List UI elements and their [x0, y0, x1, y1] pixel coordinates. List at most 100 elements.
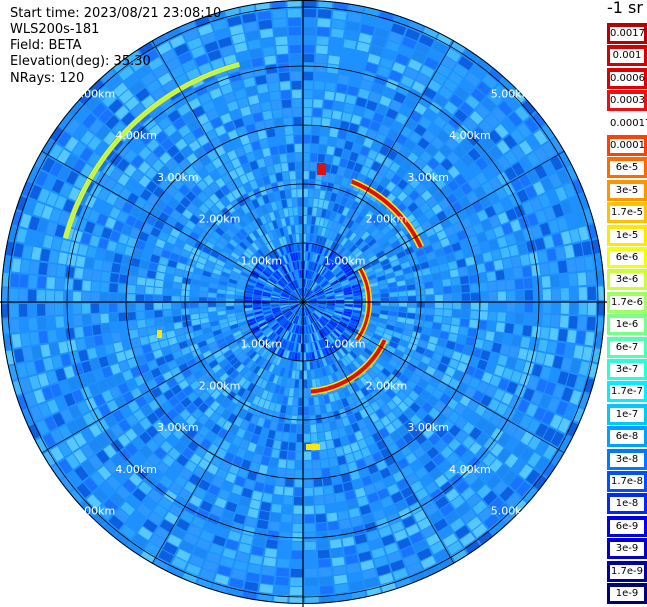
range-gate [474, 404, 487, 417]
range-gate [136, 64, 151, 79]
range-gate [291, 324, 296, 333]
range-gate [349, 580, 364, 592]
range-gate [98, 404, 111, 417]
range-gate [271, 261, 279, 270]
range-gate [262, 307, 271, 311]
range-gate [237, 317, 246, 324]
range-gate [294, 216, 299, 225]
range-gate [332, 110, 342, 120]
range-gate [154, 287, 163, 295]
range-gate [109, 293, 118, 302]
range-gate [243, 431, 253, 442]
range-gate [329, 37, 343, 47]
range-gate [432, 352, 443, 362]
range-gate [260, 348, 268, 358]
range-gate [299, 307, 302, 316]
range-gate [82, 314, 92, 326]
range-gate [388, 254, 398, 263]
range-gate [307, 280, 312, 288]
range-gate [438, 556, 454, 571]
range-gate [549, 137, 564, 154]
range-label: 3.00km [407, 171, 449, 184]
range-gate [190, 296, 199, 302]
range-gate [273, 210, 280, 220]
range-gate [363, 221, 373, 231]
range-gate [258, 19, 273, 30]
range-gate [282, 349, 288, 359]
range-gate [203, 521, 217, 534]
range-gate [184, 178, 196, 190]
range-gate [63, 199, 75, 213]
range-gate [505, 208, 518, 221]
range-gate [484, 261, 495, 272]
colorbar-level: 1e-7 [607, 402, 647, 425]
range-gate [346, 21, 361, 32]
range-gate [434, 302, 443, 309]
range-gate [489, 145, 503, 160]
range-gate [566, 258, 577, 273]
range-gate [231, 271, 240, 278]
range-gate [187, 391, 199, 402]
range-gate [291, 351, 296, 361]
range-gate [113, 220, 125, 233]
range-gate [316, 321, 322, 329]
range-gate [352, 348, 361, 357]
range-gate [468, 235, 479, 247]
range-gate [390, 384, 401, 394]
range-gate [423, 274, 433, 282]
range-gate [328, 530, 341, 540]
range-gate [232, 235, 242, 244]
range-gate [385, 272, 395, 279]
range-gate [434, 164, 447, 177]
range-gate [242, 357, 251, 366]
range-gate [232, 436, 242, 447]
range-gate [344, 304, 353, 307]
range-gate [504, 94, 520, 110]
range-gate [437, 338, 447, 348]
range-gate [320, 404, 327, 414]
range-gate [446, 452, 460, 466]
range-gate [182, 571, 198, 584]
colorbar-level: 1e-6 [607, 313, 647, 336]
range-gate [206, 384, 217, 395]
range-gate [482, 251, 493, 262]
range-gate [136, 285, 145, 294]
range-gate [153, 349, 163, 359]
range-gate [269, 333, 277, 341]
range-gate [37, 303, 46, 316]
range-gate [57, 149, 71, 164]
colorbar-level: 1.7e-5 [607, 201, 647, 224]
range-gate [231, 80, 244, 91]
range-gate [284, 487, 294, 496]
range-gate [303, 27, 316, 36]
range-gate [327, 448, 336, 458]
range-gate [427, 184, 439, 196]
range-gate [163, 288, 172, 296]
range-gate [235, 288, 245, 293]
range-gate [289, 303, 298, 306]
range-gate [283, 310, 291, 316]
range-gate [291, 305, 299, 311]
range-gate [243, 345, 252, 354]
range-gate [227, 282, 237, 288]
range-gate [324, 337, 331, 346]
range-gate [19, 213, 32, 229]
range-gate [178, 125, 191, 137]
range-gate [312, 207, 318, 216]
range-gate [406, 363, 417, 373]
range-gate [362, 263, 372, 271]
range-gate [321, 237, 327, 246]
range-gate [489, 520, 506, 536]
range-gate [392, 470, 405, 483]
range-gate [248, 337, 257, 345]
range-gate [414, 124, 427, 137]
range-gate [68, 101, 84, 117]
range-gate [54, 224, 66, 238]
range-gate [60, 353, 72, 367]
colorbar-level: 6e-7 [607, 335, 647, 358]
range-gate [261, 235, 269, 245]
range-gate [336, 272, 345, 279]
range-gate [216, 354, 226, 364]
range-gate [115, 351, 127, 362]
range-gate [255, 265, 264, 273]
